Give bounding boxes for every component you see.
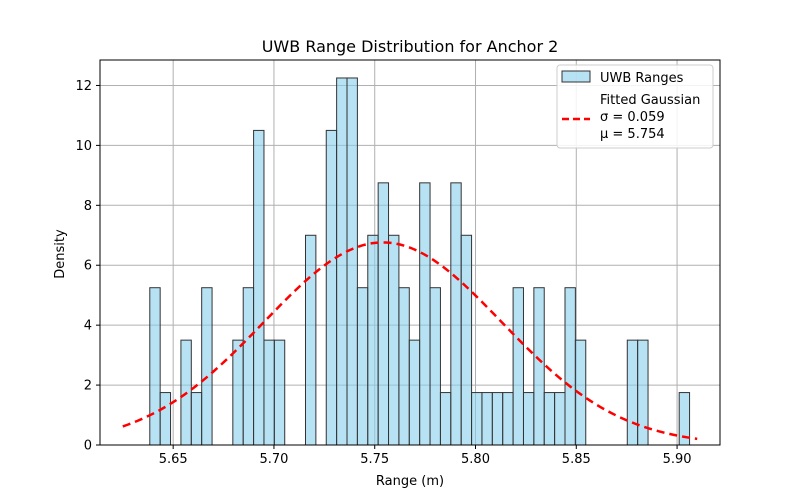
x-tick-label: 5.90 — [663, 452, 692, 467]
histogram-bar — [253, 129, 265, 446]
histogram-bar — [554, 392, 566, 446]
histogram-bar — [533, 287, 545, 446]
chart-title: UWB Range Distribution for Anchor 2 — [262, 37, 559, 56]
histogram-bar — [543, 392, 556, 446]
x-tick-label: 5.70 — [259, 452, 288, 467]
histogram-bar — [346, 77, 358, 446]
y-tick-label: 6 — [84, 259, 92, 274]
histogram-bar — [367, 234, 379, 446]
histogram-bar — [450, 182, 462, 446]
x-axis-ticks: 5.65 5.70 5.75 5.80 5.85 5.90 — [159, 445, 692, 467]
gaussian-line — [122, 241, 698, 441]
x-tick-label: 5.80 — [461, 452, 490, 467]
legend-label-histogram: UWB Ranges — [600, 71, 684, 86]
histogram-bar — [408, 339, 421, 446]
y-tick-label: 0 — [84, 439, 92, 454]
histogram-bar — [626, 339, 639, 446]
histogram-bar — [481, 392, 493, 446]
x-axis-label: Range (m) — [376, 474, 444, 489]
histogram-bar — [263, 339, 275, 446]
legend-swatch-histogram — [561, 70, 591, 83]
y-tick-label: 8 — [84, 199, 92, 214]
plot-frame — [99, 59, 721, 446]
histogram-bar — [564, 287, 576, 446]
y-tick-label: 10 — [75, 139, 92, 154]
legend-label-sigma: σ = 0.059 — [600, 110, 665, 125]
legend-label-mu: μ = 5.754 — [600, 127, 665, 142]
histogram-bar — [242, 287, 255, 446]
histogram-bar — [460, 234, 473, 446]
histogram-bar — [377, 182, 390, 446]
y-axis-label: Density — [53, 229, 68, 279]
legend-label-gaussian: Fitted Gaussian — [600, 93, 700, 108]
histogram-bar — [159, 392, 172, 446]
histogram-bar — [356, 287, 369, 446]
histogram-bar — [398, 287, 410, 446]
histogram-bar — [304, 234, 317, 446]
y-tick-label: 12 — [75, 79, 92, 94]
y-tick-label: 2 — [84, 379, 92, 394]
histogram-bar — [149, 287, 161, 446]
y-axis-ticks: 0 2 4 6 8 10 12 — [75, 79, 100, 454]
histogram-bar — [637, 339, 649, 446]
x-tick-label: 5.75 — [360, 452, 389, 467]
histogram-bar — [190, 392, 203, 446]
histogram-bar — [429, 287, 441, 446]
histogram-bar — [273, 339, 286, 446]
histogram-bar — [471, 392, 483, 446]
histogram-bar — [502, 392, 514, 446]
histogram-bar — [512, 287, 524, 446]
x-tick-label: 5.65 — [159, 452, 188, 467]
histogram-bar — [491, 392, 504, 446]
histogram-bar — [325, 129, 338, 446]
histogram-bar — [522, 392, 535, 446]
legend-box — [556, 64, 714, 149]
histogram-bar — [201, 287, 213, 446]
histogram-bar — [388, 234, 400, 446]
histogram-bar — [336, 77, 348, 446]
x-tick-label: 5.85 — [562, 452, 591, 467]
gaussian-curve — [122, 241, 698, 441]
histogram-bar — [419, 182, 431, 446]
y-tick-label: 4 — [84, 319, 92, 334]
histogram-bar — [439, 392, 452, 446]
legend: UWB Ranges Fitted Gaussian σ = 0.059 μ =… — [556, 64, 714, 149]
histogram-bar — [232, 339, 244, 446]
